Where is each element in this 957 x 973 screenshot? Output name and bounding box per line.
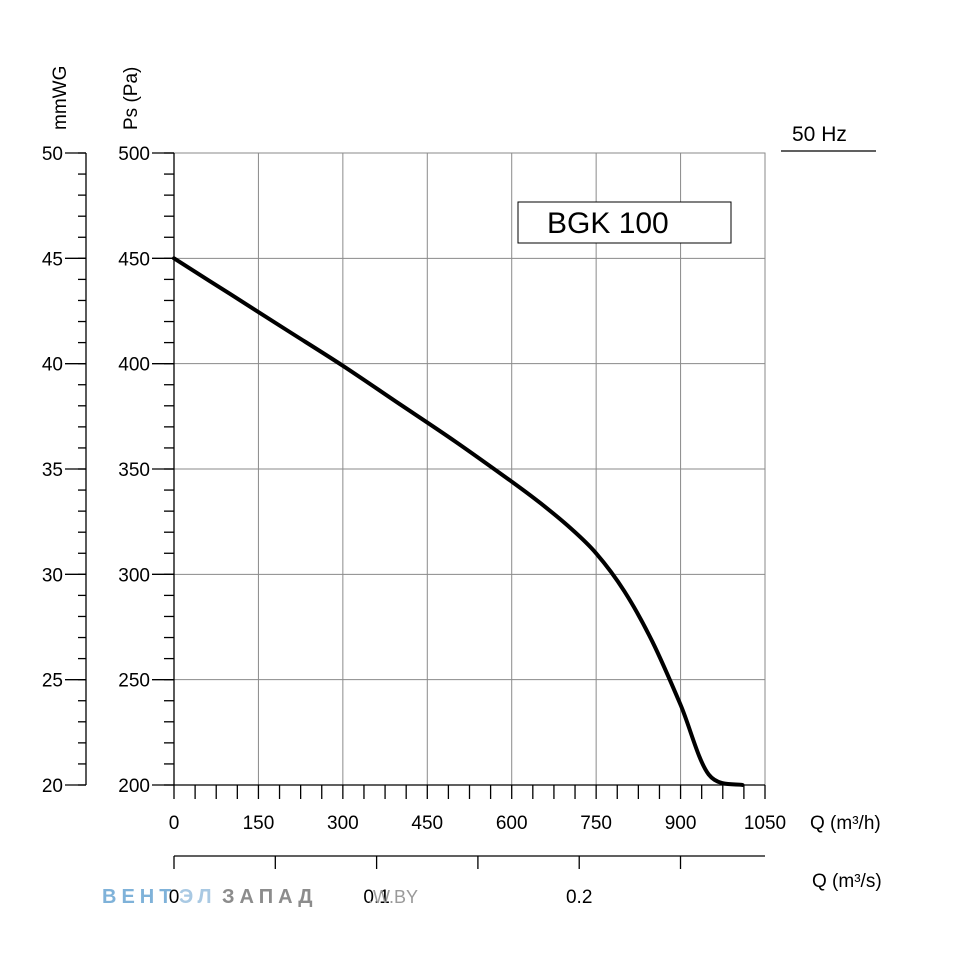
x-tick-label: 150 — [243, 813, 275, 834]
performance-curve — [172, 256, 745, 787]
x-tick-label: 300 — [327, 813, 359, 834]
x-axis-title-m3h: Q (m³/h) — [810, 813, 881, 834]
y-tick-label-pa: 250 — [118, 671, 150, 692]
y-tick-label-pa: 400 — [118, 355, 150, 376]
y-tick-label-pa: 500 — [118, 144, 150, 165]
y-tick-label-mmwg: 45 — [42, 249, 63, 270]
y-axis-title-mmwg: mmWG — [50, 66, 71, 130]
x-tick-label: 450 — [411, 813, 443, 834]
x-tick-label: 0 — [169, 813, 180, 834]
y-tick-label-mmwg: 40 — [42, 355, 63, 376]
y-tick-label-pa: 300 — [118, 565, 150, 586]
x-tick-label: 750 — [580, 813, 612, 834]
y-tick-label-mmwg: 50 — [42, 144, 63, 165]
x-tick-label: 600 — [496, 813, 528, 834]
watermark-blue-text: ВЕНТ — [102, 886, 176, 908]
x-tick-label-m3s: 0 — [169, 887, 180, 908]
y-tick-label-mmwg: 25 — [42, 671, 63, 692]
x-tick-label-m3s: 0.2 — [566, 887, 592, 908]
model-label: BGK 100 — [547, 207, 669, 240]
frequency-label: 50 Hz — [792, 123, 847, 146]
y-tick-label-mmwg: 20 — [42, 776, 63, 797]
x-axis-title-m3s: Q (m³/s) — [812, 871, 882, 892]
model-label-box — [517, 201, 732, 244]
x-tick-label: 900 — [665, 813, 697, 834]
y-axis-title-pa: Ps (Pa) — [121, 67, 142, 130]
y-tick-label-pa: 200 — [118, 776, 150, 797]
watermark-logo: ВЕНТ ЭЛ ЗАПАД .W.BY — [102, 886, 418, 908]
watermark-gray-text: ЗАПАД — [222, 886, 318, 908]
y-tick-label-pa: 350 — [118, 460, 150, 481]
y-tick-label-pa: 450 — [118, 249, 150, 270]
x-tick-label-m3s: 0.1 — [363, 887, 389, 908]
watermark-url-text: .W.BY — [368, 887, 418, 907]
y-tick-label-mmwg: 30 — [42, 565, 63, 586]
x-tick-label: 1050 — [744, 813, 786, 834]
watermark-mid-text: ЭЛ — [179, 886, 217, 908]
y-tick-label-mmwg: 35 — [42, 460, 63, 481]
